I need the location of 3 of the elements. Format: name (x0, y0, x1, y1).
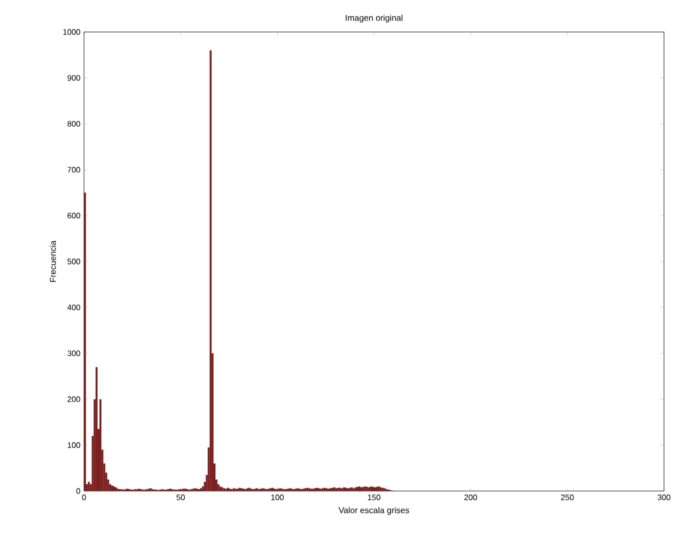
y-axis-title: Frecuencia (50, 240, 56, 282)
x-axis-title: Valor escala grises (338, 507, 410, 515)
chart-title: Imagen original (346, 14, 402, 22)
